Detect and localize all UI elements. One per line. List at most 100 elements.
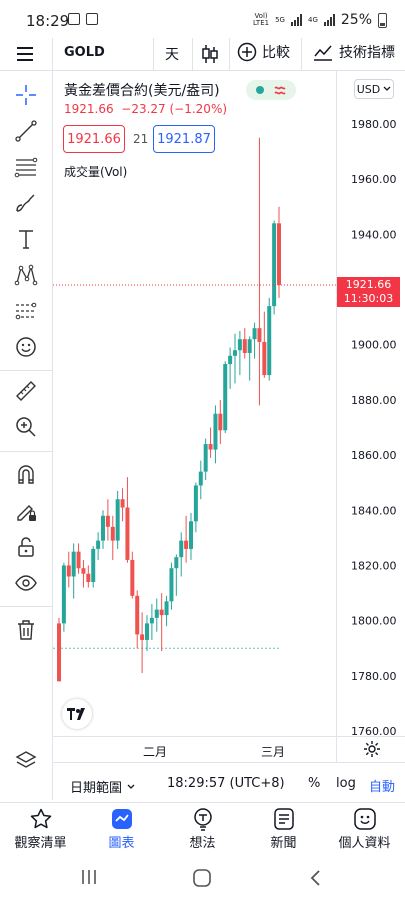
price-tick-label: 1820.00 (351, 559, 397, 572)
status-right-group: Vol) LTE1 5G 4G 25% (253, 12, 387, 28)
brush-icon[interactable] (11, 188, 41, 218)
candlestick-chart[interactable] (53, 100, 336, 736)
candle-body (115, 499, 120, 541)
auto-scale-toggle[interactable]: 自動 (369, 780, 396, 795)
volume-legend[interactable]: 成交量(Vol) (64, 165, 128, 179)
candle-body (66, 565, 71, 577)
status-bar: 18:29 Vol) LTE1 5G 4G 25% (0, 0, 405, 38)
volte-indicator: Vol) LTE1 (253, 12, 270, 27)
home-icon[interactable] (192, 868, 212, 892)
candle-body (154, 609, 159, 618)
drawing-toolbar (0, 70, 53, 800)
bar-countdown: 11:30:03 (343, 292, 394, 305)
indicators-button[interactable]: 技術指標 (312, 42, 395, 62)
trash-icon[interactable] (11, 615, 41, 645)
ruler-icon[interactable] (11, 376, 41, 406)
candle-style-icon[interactable] (200, 43, 220, 69)
net-4g-label: 4G (307, 15, 318, 24)
layers-icon[interactable] (11, 746, 41, 776)
net-5g-label: 5G (275, 15, 285, 24)
price-change: 1921.66 −23.27 (−1.20%) (64, 102, 227, 116)
compare-button[interactable]: 比較 (237, 42, 290, 62)
app-notification-icon (86, 13, 98, 25)
candle-body (120, 499, 125, 508)
chart-icon (110, 807, 134, 831)
unlock-icon[interactable] (11, 532, 41, 562)
price-tick-label: 1940.00 (351, 228, 397, 241)
candle-body (96, 540, 101, 549)
menu-icon[interactable] (15, 44, 35, 68)
candle-body (267, 306, 272, 376)
percent-toggle[interactable]: % (308, 776, 321, 791)
date-range-button[interactable]: 日期範圍 (70, 777, 135, 796)
zoom-in-icon[interactable] (11, 412, 41, 442)
nav-watchlist[interactable]: 觀察清單 (0, 807, 81, 851)
candle-body (218, 413, 223, 431)
price-tick-label: 1880.00 (351, 394, 397, 407)
current-price-label: 1921.66 (345, 278, 392, 291)
magnet-icon[interactable] (11, 460, 41, 490)
price-tick-label: 1800.00 (351, 615, 397, 628)
eye-icon[interactable] (11, 568, 41, 598)
candle-body (184, 540, 189, 549)
candle-body (135, 595, 140, 635)
candle-body (237, 339, 242, 351)
indicators-label: 技術指標 (339, 45, 395, 61)
lightbulb-icon (191, 807, 215, 831)
currency-select[interactable]: USD (354, 79, 394, 99)
timezone-clock[interactable]: 18:29:57 (UTC+8) (167, 776, 285, 791)
candle-body (193, 485, 198, 522)
emoji-icon[interactable] (11, 332, 41, 362)
candle-body (233, 350, 237, 356)
fib-retracement-icon[interactable] (11, 152, 41, 182)
lock-drawing-icon[interactable] (11, 496, 41, 526)
candle-body (179, 540, 184, 558)
system-nav-bar (0, 855, 405, 900)
price-axis[interactable]: 1980.001960.001940.001920.001900.001880.… (337, 70, 405, 736)
nav-chart[interactable]: 圖表 (81, 807, 162, 851)
star-icon (29, 807, 53, 831)
market-status-badge[interactable] (246, 80, 296, 100)
candle-body (252, 328, 257, 340)
price-tick-label: 1780.00 (351, 670, 397, 683)
time-axis[interactable]: 二月 三月 (53, 736, 405, 763)
settings-gear-icon[interactable] (363, 740, 381, 762)
candle-body (86, 573, 91, 583)
top-toolbar: GOLD 天 比較 技術指標 (0, 38, 405, 71)
nav-news[interactable]: 新聞 (243, 807, 324, 851)
plus-circle-icon (237, 42, 257, 62)
symbol-button[interactable]: GOLD (64, 45, 105, 60)
buy-button[interactable]: 1921.87 (153, 125, 215, 153)
signal-icon-2 (323, 14, 335, 26)
nav-profile[interactable]: 個人資料 (324, 807, 405, 851)
candle-body (145, 623, 149, 640)
candle-body (262, 341, 267, 376)
price-tick-label: 1760.00 (351, 725, 397, 736)
candle-body (61, 565, 66, 624)
sell-button[interactable]: 1921.66 (63, 125, 125, 153)
price-tick-label: 1900.00 (351, 339, 397, 352)
compare-label: 比較 (262, 45, 290, 61)
tradingview-logo[interactable] (62, 699, 92, 729)
candle-body (223, 364, 228, 431)
spread-value: 21 (133, 132, 149, 146)
candle-body (130, 559, 135, 596)
log-toggle[interactable]: log (336, 776, 356, 791)
recent-apps-icon[interactable] (80, 868, 98, 890)
time-label-feb: 二月 (143, 745, 168, 759)
trend-line-icon[interactable] (11, 116, 41, 146)
interval-button[interactable]: 天 (165, 47, 179, 63)
battery-icon (378, 12, 387, 28)
pattern-icon[interactable] (11, 260, 41, 290)
nav-ideas[interactable]: 想法 (162, 807, 243, 851)
change-value: −23.27 (−1.20%) (121, 102, 228, 116)
instrument-title: 黃金差價合約(美元/盎司) (64, 83, 220, 99)
candle-body (76, 551, 81, 569)
crosshair-icon[interactable] (11, 80, 41, 110)
price-tick-label: 1960.00 (351, 173, 397, 186)
back-icon[interactable] (308, 868, 324, 892)
candle-body (125, 507, 130, 560)
projection-icon[interactable] (11, 296, 41, 326)
text-tool-icon[interactable] (11, 224, 41, 254)
candle-body (242, 339, 247, 354)
